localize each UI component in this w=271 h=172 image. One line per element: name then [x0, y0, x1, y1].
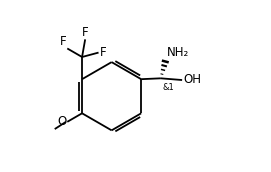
Text: F: F: [99, 46, 106, 59]
Text: &1: &1: [163, 83, 174, 92]
Text: O: O: [57, 115, 66, 128]
Text: F: F: [82, 25, 89, 39]
Text: F: F: [60, 35, 66, 48]
Text: OH: OH: [183, 73, 201, 86]
Text: NH₂: NH₂: [167, 46, 189, 58]
